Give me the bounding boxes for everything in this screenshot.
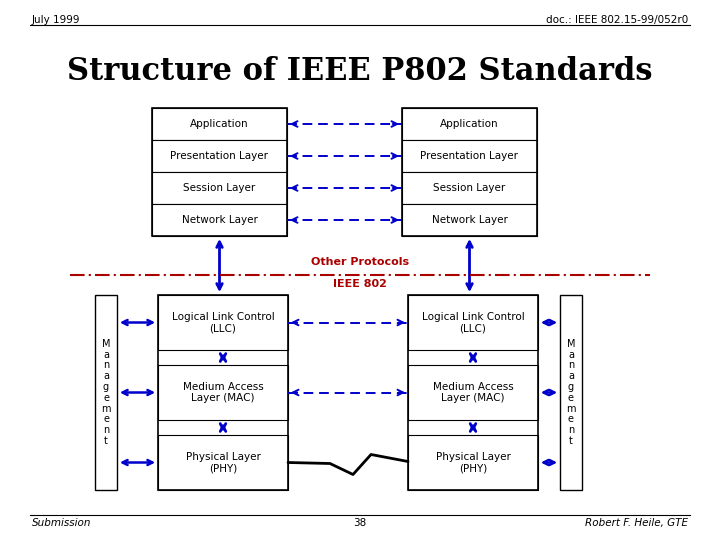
Bar	[152, 108, 287, 140]
Bar	[158, 365, 288, 420]
Bar	[158, 295, 288, 490]
Text: Application: Application	[190, 119, 249, 129]
Bar	[158, 295, 288, 350]
Text: Physical Layer
(PHY): Physical Layer (PHY)	[186, 451, 261, 473]
Text: Logical Link Control
(LLC): Logical Link Control (LLC)	[422, 312, 524, 333]
Bar	[402, 204, 537, 236]
Text: M
a
n
a
g
e
m
e
n
t: M a n a g e m e n t	[566, 339, 576, 446]
Text: doc.: IEEE 802.15-99/052r0: doc.: IEEE 802.15-99/052r0	[546, 15, 688, 25]
Bar	[560, 295, 582, 490]
Bar	[152, 108, 287, 236]
Bar	[158, 435, 288, 490]
Text: Presentation Layer: Presentation Layer	[420, 151, 518, 161]
Bar	[402, 140, 537, 172]
Text: M
a
n
a
g
e
m
e
n
t: M a n a g e m e n t	[102, 339, 111, 446]
Bar	[402, 172, 537, 204]
Text: Application: Application	[440, 119, 499, 129]
Text: Medium Access
Layer (MAC): Medium Access Layer (MAC)	[183, 382, 264, 403]
Bar	[408, 295, 538, 350]
Bar	[402, 108, 537, 236]
Text: Logical Link Control
(LLC): Logical Link Control (LLC)	[171, 312, 274, 333]
Text: Medium Access
Layer (MAC): Medium Access Layer (MAC)	[433, 382, 513, 403]
Text: Structure of IEEE P802 Standards: Structure of IEEE P802 Standards	[67, 57, 653, 87]
Bar	[152, 204, 287, 236]
Text: Network Layer: Network Layer	[181, 215, 258, 225]
Text: Robert F. Heile, GTE: Robert F. Heile, GTE	[585, 518, 688, 528]
Text: Session Layer: Session Layer	[433, 183, 505, 193]
Text: Presentation Layer: Presentation Layer	[171, 151, 269, 161]
Text: Network Layer: Network Layer	[431, 215, 508, 225]
Text: Session Layer: Session Layer	[184, 183, 256, 193]
Bar	[152, 140, 287, 172]
Text: Submission: Submission	[32, 518, 91, 528]
Text: 38: 38	[354, 518, 366, 528]
Bar	[408, 435, 538, 490]
Text: Other Protocols: Other Protocols	[311, 257, 409, 267]
Bar	[95, 295, 117, 490]
Bar	[408, 365, 538, 420]
Bar	[152, 172, 287, 204]
Text: IEEE 802: IEEE 802	[333, 279, 387, 289]
Bar	[408, 295, 538, 490]
Text: Physical Layer
(PHY): Physical Layer (PHY)	[436, 451, 510, 473]
Text: July 1999: July 1999	[32, 15, 81, 25]
Bar	[402, 108, 537, 140]
